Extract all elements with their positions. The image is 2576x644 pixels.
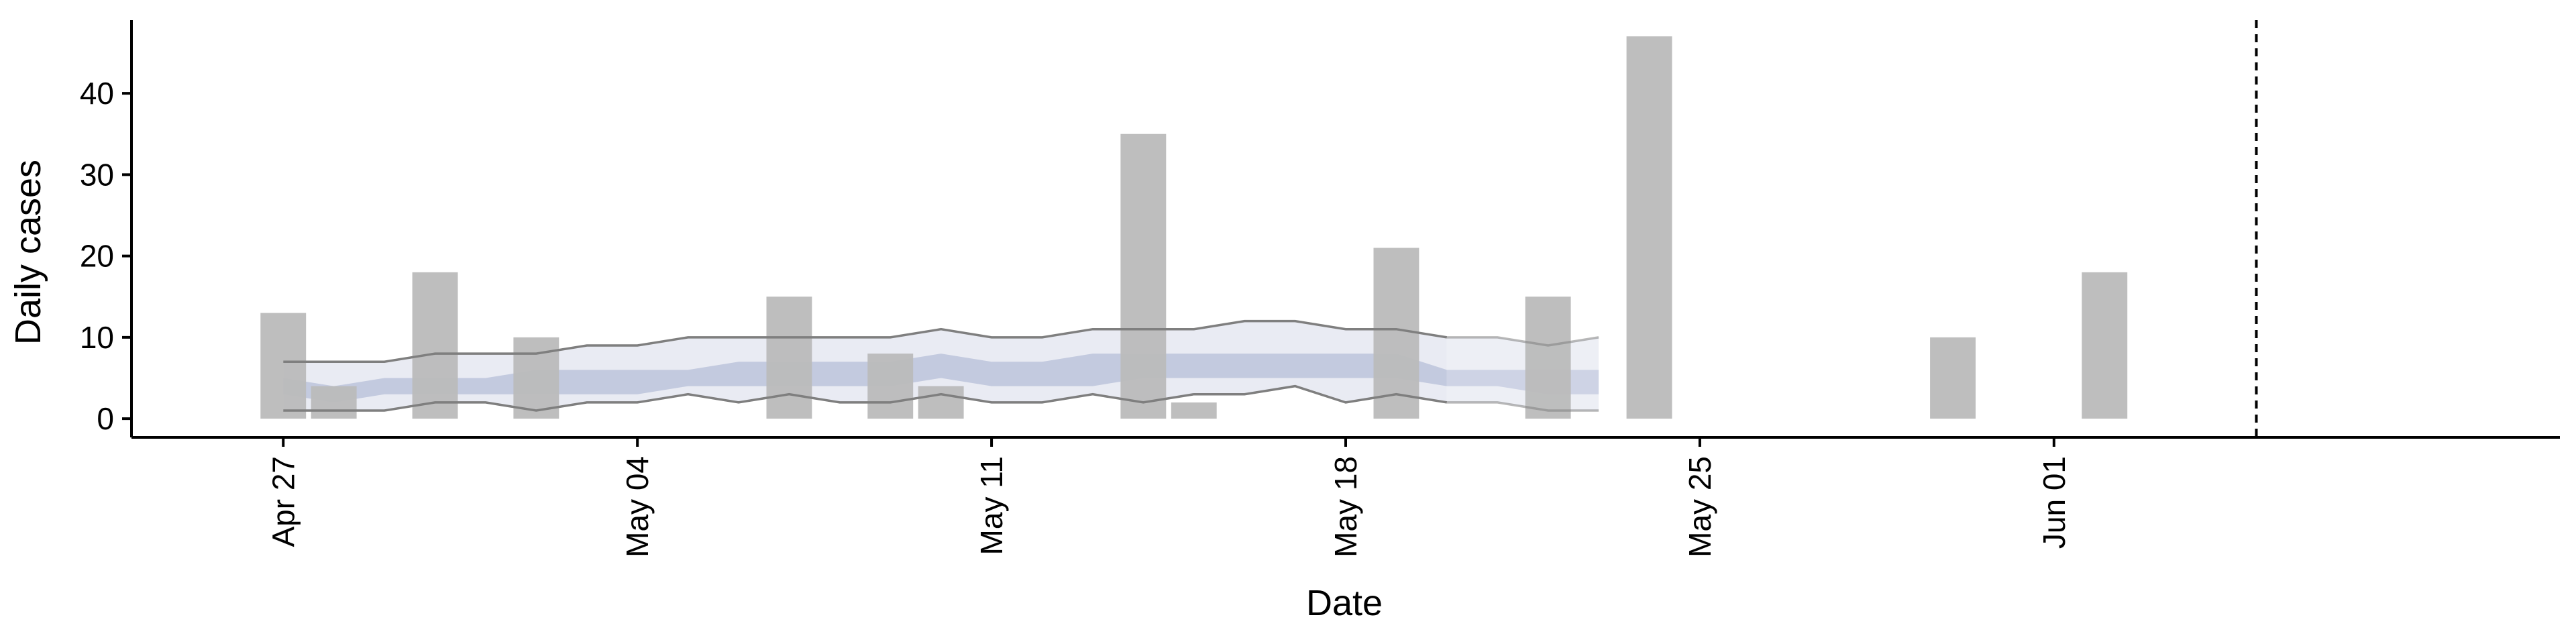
lower-bound-line-forecast xyxy=(1446,401,1599,412)
bar xyxy=(1525,297,1571,419)
x-tick-label: Jun 01 xyxy=(2037,456,2072,549)
bar xyxy=(1626,36,1672,419)
bar xyxy=(412,272,458,419)
axes: 0 10 20 30 40 Apr 27 May 04 May 11 May 18 May 25… xyxy=(80,20,2560,557)
x-tick-label: May 18 xyxy=(1328,456,1363,557)
x-tick-label: May 25 xyxy=(1682,456,1717,557)
y-tick-label: 20 xyxy=(80,239,114,274)
bar xyxy=(1171,402,1217,419)
bar xyxy=(1373,248,1419,419)
plot-area xyxy=(260,20,2258,437)
bar xyxy=(1930,337,1976,419)
bar xyxy=(1120,133,1167,419)
bar xyxy=(311,386,357,419)
x-tick-label: May 04 xyxy=(620,456,655,557)
y-axis-ticks: 0 10 20 30 40 xyxy=(80,76,131,436)
bar xyxy=(2082,272,2128,419)
bar xyxy=(260,313,307,419)
bar xyxy=(513,337,559,419)
bar xyxy=(918,386,964,419)
upper-bound-line-forecast xyxy=(1446,336,1599,347)
x-axis-title: Date xyxy=(1306,583,1383,623)
bar-series xyxy=(260,36,2128,419)
y-axis-title: Daily cases xyxy=(8,160,48,345)
y-tick-label: 40 xyxy=(80,76,114,111)
x-tick-label: Apr 27 xyxy=(266,456,301,547)
x-axis-ticks: Apr 27 May 04 May 11 May 18 May 25 Jun 01 xyxy=(266,437,2072,557)
y-tick-label: 10 xyxy=(80,320,114,355)
y-tick-label: 0 xyxy=(97,401,114,436)
lower-bound-line xyxy=(283,384,1448,412)
x-tick-label: May 11 xyxy=(974,456,1009,555)
bar xyxy=(867,354,914,419)
bar xyxy=(766,297,812,419)
y-tick-label: 30 xyxy=(80,157,114,192)
upper-bound-line xyxy=(283,319,1448,363)
estimate-lines xyxy=(283,319,1599,412)
